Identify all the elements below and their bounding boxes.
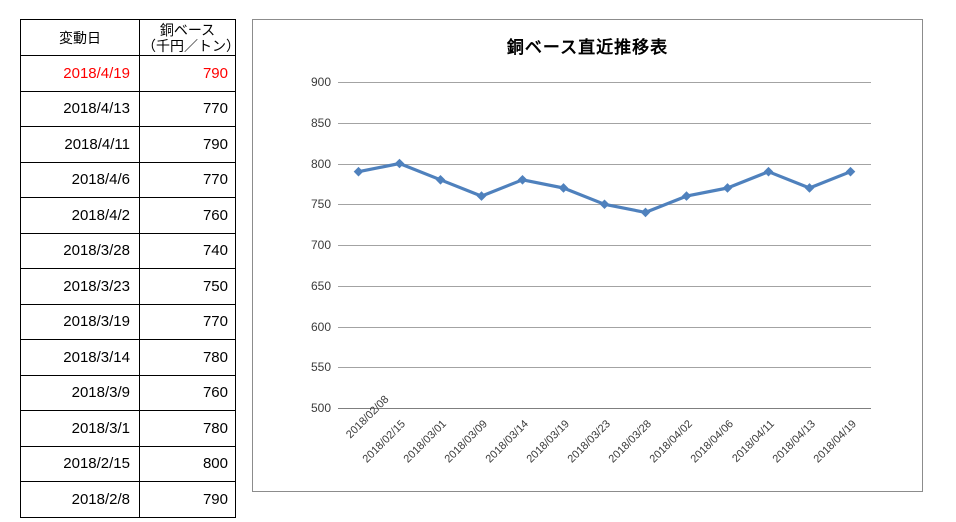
- y-axis-tick-label: 850: [310, 115, 331, 130]
- table-row: 2018/4/19 790: [20, 55, 236, 92]
- gridline: [338, 245, 871, 246]
- date-cell[interactable]: 2018/4/6: [20, 161, 140, 198]
- date-cell[interactable]: 2018/3/1: [20, 410, 140, 447]
- x-axis-tick-label: 2018/03/01: [401, 418, 449, 466]
- date-cell[interactable]: 2018/4/11: [20, 126, 140, 163]
- data-point-marker: [681, 191, 692, 201]
- date-cell[interactable]: 2018/2/8: [20, 481, 140, 518]
- data-point-marker: [804, 183, 815, 193]
- value-cell[interactable]: 780: [139, 410, 236, 447]
- data-point-marker: [722, 183, 733, 193]
- date-cell[interactable]: 2018/4/2: [20, 197, 140, 234]
- value-cell[interactable]: 760: [139, 197, 236, 234]
- table-row: 2018/4/2 760: [20, 197, 236, 234]
- gridline: [338, 122, 871, 124]
- y-axis-tick-label: 800: [310, 156, 331, 171]
- table-row: 2018/4/6 770: [20, 161, 236, 198]
- date-cell[interactable]: 2018/3/14: [20, 339, 140, 376]
- data-point-marker: [763, 166, 774, 177]
- date-cell[interactable]: 2018/3/9: [20, 374, 140, 411]
- table-row: 2018/3/14 780: [20, 339, 236, 376]
- data-point-marker: [394, 158, 405, 169]
- value-cell[interactable]: 780: [139, 339, 236, 376]
- y-axis-tick-label: 650: [310, 278, 331, 293]
- y-axis-tick-label: 500: [310, 401, 331, 415]
- x-axis: 2018/02/08 2018/02/15 2018/03/01 2018/03/09…: [338, 393, 871, 487]
- price-line-series: [353, 158, 856, 218]
- y-axis: 900 850 800 750 700 650 600 550 500: [253, 75, 331, 415]
- value-cell[interactable]: 800: [139, 445, 236, 482]
- table-header-row: 変動日 銅ベース （千円／トン）: [20, 19, 236, 56]
- table-row: 2018/4/11 790: [20, 126, 236, 163]
- x-axis-tick-label: 2018/03/28: [606, 418, 654, 466]
- table-row: 2018/3/1 780: [20, 410, 236, 447]
- y-axis-tick-label: 600: [310, 319, 331, 334]
- data-point-marker: [517, 175, 528, 185]
- gridline: [338, 285, 871, 287]
- value-cell[interactable]: 760: [139, 374, 236, 411]
- plot-area: [338, 82, 871, 409]
- date-cell[interactable]: 2018/4/19: [20, 55, 140, 92]
- date-cell[interactable]: 2018/3/19: [20, 303, 140, 340]
- value-cell[interactable]: 770: [139, 161, 236, 198]
- chart-title: 銅ベース直近推移表: [506, 38, 669, 57]
- gridline: [338, 367, 871, 369]
- x-axis-tick-label: 2018/02/08: [344, 393, 392, 441]
- value-cell[interactable]: 790: [139, 55, 236, 92]
- date-cell[interactable]: 2018/3/28: [20, 232, 140, 269]
- gridline: [338, 326, 871, 328]
- data-point-marker: [640, 207, 651, 218]
- copper-price-chart[interactable]: 銅ベース直近推移表 900 850 800 750 700 650 600 550 500 20…: [252, 19, 923, 492]
- price-header-line1: 銅ベース: [159, 21, 216, 38]
- value-cell[interactable]: 750: [139, 268, 236, 305]
- y-axis-tick-label: 550: [310, 360, 331, 375]
- data-point-marker: [476, 191, 487, 201]
- data-point-marker: [558, 183, 569, 193]
- price-table-body: 2018/4/19 790 2018/4/13 770 2018/4/11 79…: [20, 55, 236, 518]
- date-cell[interactable]: 2018/4/13: [20, 90, 140, 127]
- y-axis-tick-label: 900: [310, 75, 331, 89]
- data-point-marker: [353, 166, 364, 177]
- table-row: 2018/2/8 790: [20, 481, 236, 518]
- gridline: [338, 82, 871, 83]
- data-point-marker: [599, 199, 610, 210]
- value-cell[interactable]: 790: [139, 126, 236, 163]
- value-cell[interactable]: 770: [139, 90, 236, 127]
- x-axis-line: [338, 408, 871, 409]
- data-point-marker: [845, 166, 856, 177]
- price-header-line2: （千円／トン）: [142, 37, 236, 54]
- data-point-marker: [435, 175, 446, 185]
- value-cell[interactable]: 740: [139, 232, 236, 269]
- date-cell[interactable]: 2018/2/15: [20, 445, 140, 482]
- date-cell[interactable]: 2018/3/23: [20, 268, 140, 305]
- table-row: 2018/2/15 800: [20, 445, 236, 482]
- table-row: 2018/3/9 760: [20, 374, 236, 411]
- price-table: 変動日 銅ベース （千円／トン） 2018/4/19 790 2018/4/13…: [20, 19, 236, 518]
- y-axis-tick-label: 750: [310, 197, 331, 212]
- value-cell[interactable]: 790: [139, 481, 236, 518]
- table-row: 2018/3/28 740: [20, 232, 236, 269]
- gridline: [338, 163, 871, 165]
- table-row: 2018/3/23 750: [20, 268, 236, 305]
- y-axis-tick-label: 700: [310, 238, 331, 252]
- table-row: 2018/4/13 770: [20, 90, 236, 127]
- value-cell[interactable]: 770: [139, 303, 236, 340]
- date-column-header[interactable]: 変動日: [20, 19, 140, 56]
- table-row: 2018/3/19 770: [20, 303, 236, 340]
- price-column-header[interactable]: 銅ベース （千円／トン）: [139, 19, 236, 56]
